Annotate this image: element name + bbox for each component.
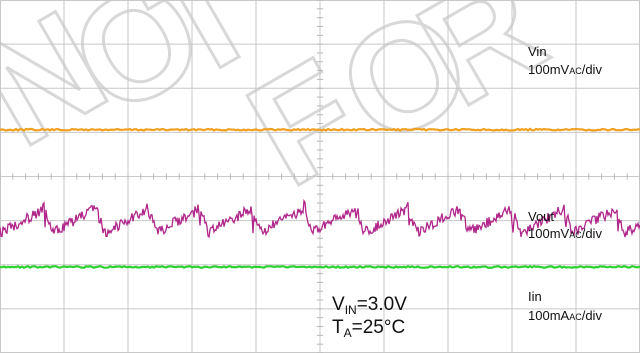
ta-condition: TA=25°C	[332, 317, 406, 340]
vin-condition: VIN=3.0V	[332, 294, 407, 317]
vout-scale-label: 100mVAC/div	[528, 226, 602, 241]
iin-label: Iin	[528, 289, 542, 304]
trace-vin	[0, 127, 640, 132]
scope-traces	[0, 127, 640, 270]
trace-iin	[0, 264, 640, 270]
trace-vout	[0, 198, 640, 239]
vout-label: Vout	[528, 209, 555, 224]
iin-scale-label: 100mAAC/div	[528, 308, 602, 323]
vin-scale-label: 100mVAC/div	[528, 62, 602, 77]
vin-label: Vin	[528, 44, 547, 59]
